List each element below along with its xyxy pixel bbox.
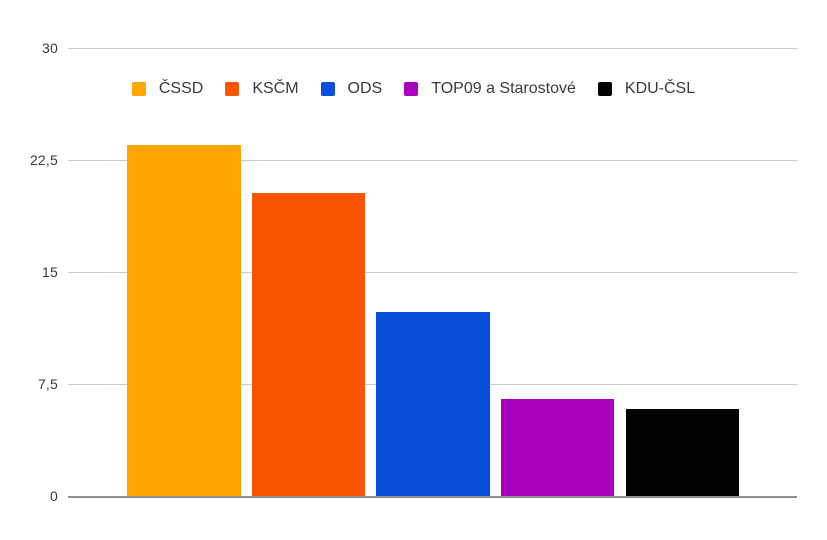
legend-swatch-icon — [225, 82, 240, 96]
legend-label: ČSSD — [158, 80, 204, 97]
legend-item-cssd: ČSSD — [131, 79, 204, 99]
legend-item-top09-a-starostove: TOP09 a Starostové — [404, 79, 576, 99]
x-axis-baseline — [68, 496, 797, 498]
bar-kscm — [251, 192, 366, 496]
y-axis-tick-label: 7,5 — [37, 376, 58, 392]
y-axis-tick-label: 30 — [42, 40, 58, 56]
plot-area — [68, 48, 797, 498]
bar-cssd — [127, 145, 241, 496]
bar-top09-a-starostove — [500, 398, 615, 496]
legend-item-kscm: KSČM — [225, 79, 299, 99]
y-axis-tick-label: 15 — [42, 264, 58, 280]
legend-label: ODS — [347, 80, 383, 97]
legend-label: KDU-ČSL — [624, 80, 696, 97]
legend: ČSSD KSČM ODS TOP09 a Starostové KDU-ČSL — [0, 78, 827, 100]
gridline — [68, 48, 797, 49]
legend-label: TOP09 a Starostové — [431, 80, 576, 97]
gridline — [68, 160, 797, 161]
y-axis-tick-label: 0 — [50, 488, 58, 504]
bar-kdu-csl — [625, 409, 739, 496]
gridline — [68, 272, 797, 273]
legend-swatch-icon — [320, 82, 335, 96]
y-axis-tick-label: 22,5 — [29, 152, 58, 168]
legend-swatch-icon — [404, 82, 419, 96]
legend-swatch-icon — [131, 82, 146, 96]
legend-item-ods: ODS — [320, 79, 383, 99]
bar-ods — [376, 312, 490, 496]
legend-label: KSČM — [252, 80, 299, 97]
y-axis: 30 22,5 15 7,5 0 — [0, 40, 58, 504]
legend-swatch-icon — [597, 82, 612, 96]
legend-item-kdu-csl: KDU-ČSL — [597, 79, 696, 99]
